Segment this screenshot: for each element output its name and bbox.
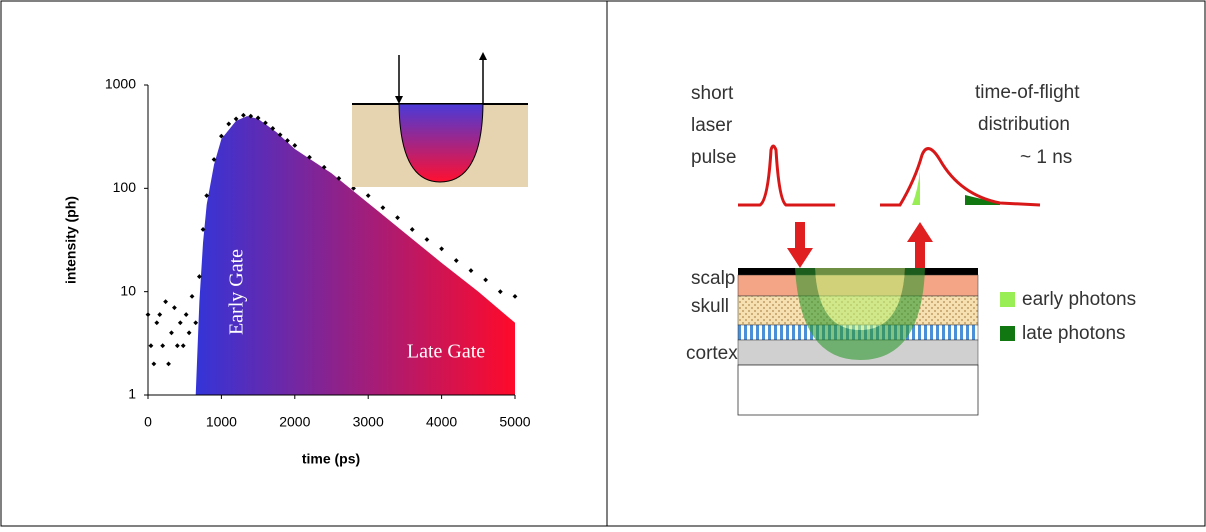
pulse-label: pulse: [691, 147, 736, 168]
layer-label: scalp: [691, 268, 735, 289]
annotation: Late Gate: [407, 341, 485, 363]
data-point: [483, 277, 488, 282]
data-point: [469, 268, 474, 273]
y-tick-label: 100: [113, 179, 137, 195]
x-axis-title: time (ps): [302, 451, 360, 467]
figure: Early Gate Late Gate 1 10 100 1000 0 1000 2000 30…: [0, 0, 1206, 527]
data-point: [175, 343, 180, 348]
tof-label: distribution: [978, 114, 1070, 135]
data-point: [395, 215, 400, 220]
data-point: [513, 294, 518, 299]
data-point: [157, 312, 162, 317]
legend-label: late photons: [1022, 323, 1126, 344]
inset: [352, 52, 528, 187]
data-point: [498, 289, 503, 294]
y-tick-label: 10: [120, 282, 136, 298]
data-point: [154, 320, 159, 325]
data-point: [454, 258, 459, 263]
data-point: [241, 113, 246, 118]
data-point: [149, 343, 154, 348]
y-tick-label: 1: [128, 386, 136, 402]
x-tick-label: 2000: [279, 414, 310, 430]
y-tick-label: 1000: [105, 76, 136, 92]
data-point: [193, 320, 198, 325]
data-point: [187, 330, 192, 335]
data-point: [181, 343, 186, 348]
data-point: [172, 305, 177, 310]
annotation: Early Gate: [226, 249, 248, 335]
data-point: [190, 294, 195, 299]
x-tick-label: 5000: [499, 414, 530, 430]
data-point: [410, 227, 415, 232]
data-point: [166, 361, 171, 366]
layer-label: cortex: [686, 343, 738, 364]
data-point: [425, 237, 430, 242]
data-point: [226, 122, 231, 127]
data-point: [366, 193, 371, 198]
tof-label: ~ 1 ns: [1020, 147, 1072, 168]
layer-label: skull: [691, 296, 729, 317]
x-tick-label: 1000: [206, 414, 237, 430]
x-tick-label: 4000: [426, 414, 457, 430]
data-point: [292, 143, 297, 148]
data-point: [380, 205, 385, 210]
frame: [1, 1, 1205, 526]
data-point: [178, 320, 183, 325]
y-axis-title: intensity (ph): [63, 196, 79, 284]
x-tick-label: 0: [144, 414, 152, 430]
legend-label: early photons: [1022, 289, 1136, 310]
tof-label: time-of-flight: [975, 82, 1080, 103]
data-point: [151, 361, 156, 366]
pulse-label: short: [691, 83, 734, 104]
data-point: [184, 312, 189, 317]
data-point: [160, 343, 165, 348]
pulse-label: laser: [691, 115, 733, 136]
data-point: [163, 299, 168, 304]
x-tick-label: 3000: [353, 414, 384, 430]
data-point: [169, 330, 174, 335]
diagram: short laser pulse time-of-flight distrib…: [686, 82, 1136, 415]
data-point: [439, 246, 444, 251]
